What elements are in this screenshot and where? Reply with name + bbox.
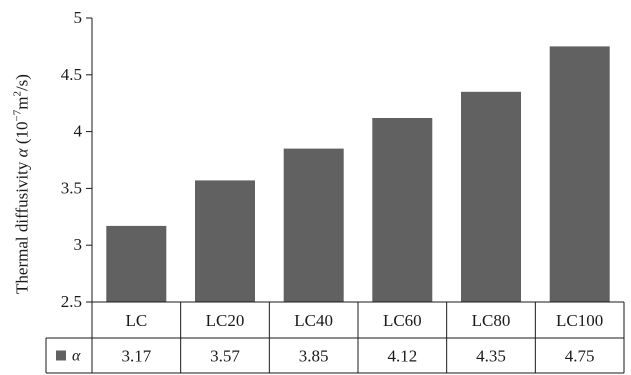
- data-value-label: 4.75: [565, 347, 595, 366]
- category-label: LC80: [472, 311, 511, 330]
- y-tick-label: 5: [74, 8, 83, 27]
- y-tick-label: 4.5: [61, 65, 82, 84]
- y-tick-label: 3: [74, 235, 83, 254]
- bar-lc80: [461, 91, 521, 302]
- y-axis: 2.5 3 3.5 4 4.5 5: [61, 8, 93, 311]
- category-label: LC60: [383, 311, 422, 330]
- bar-lc20: [195, 180, 255, 302]
- data-value-label: 3.57: [210, 347, 240, 366]
- category-label: LC100: [556, 311, 603, 330]
- y-tick-label: 4: [74, 122, 83, 141]
- data-value-label: 4.12: [387, 347, 417, 366]
- data-value-label: 4.35: [476, 347, 506, 366]
- bars-group: [106, 46, 610, 303]
- bar-lc100: [549, 46, 610, 303]
- bar-lc: [106, 225, 167, 302]
- category-label: LC40: [294, 311, 333, 330]
- legend-label: α: [72, 348, 81, 365]
- y-tick-label: 2.5: [61, 292, 82, 311]
- bar-lc60: [372, 118, 433, 302]
- y-tick-label: 3.5: [61, 178, 82, 197]
- category-label: LC20: [206, 311, 245, 330]
- legend-swatch: [56, 350, 66, 361]
- category-label: LC: [125, 311, 147, 330]
- data-value-label: 3.17: [121, 347, 151, 366]
- data-table: LC LC20 LC40 LC60 LC80 LC100 α 3.17 3.57 3.85 4.12…: [45, 301, 625, 374]
- bar-lc40: [283, 148, 344, 302]
- data-value-label: 3.85: [299, 347, 329, 366]
